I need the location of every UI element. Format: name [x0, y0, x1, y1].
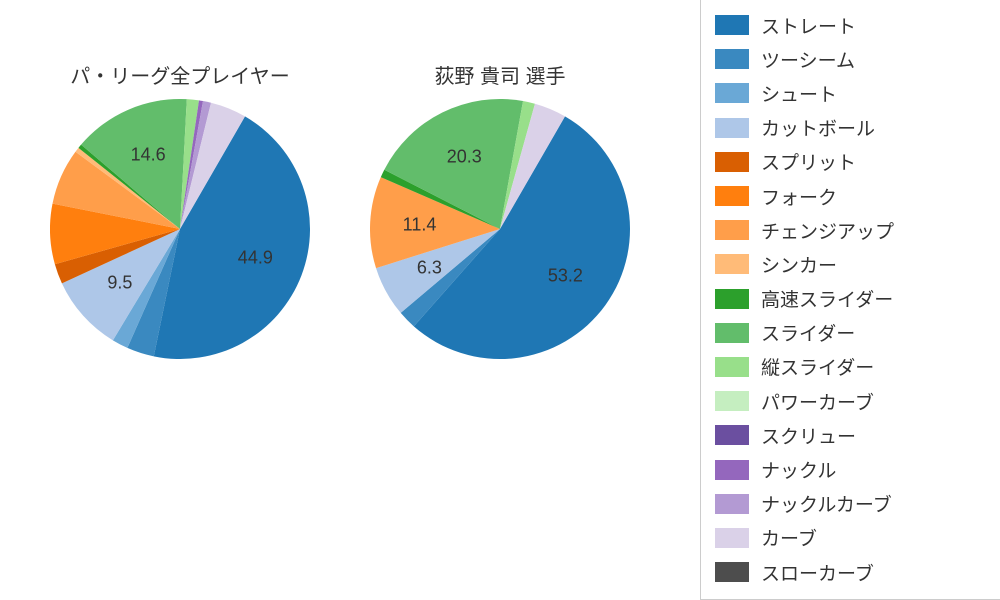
legend-label: 縦スライダー [761, 353, 874, 380]
legend-label: スローカーブ [761, 559, 874, 586]
legend-swatch [715, 460, 749, 480]
legend-label: 高速スライダー [761, 285, 893, 312]
legend-item: ナックル [715, 452, 1000, 486]
legend-swatch [715, 49, 749, 69]
chart-container: パ・リーグ全プレイヤー 44.99.514.6 荻野 貴司 選手 53.26.311.… [0, 0, 1000, 600]
legend-item: ツーシーム [715, 42, 1000, 76]
legend-label: スプリット [761, 148, 856, 175]
legend-swatch [715, 254, 749, 274]
legend-label: フォーク [761, 183, 837, 210]
pie-svg [370, 99, 630, 359]
legend-item: ナックルカーブ [715, 487, 1000, 521]
pie-chart-league: パ・リーグ全プレイヤー 44.99.514.6 [50, 60, 310, 359]
legend-item: スクリュー [715, 418, 1000, 452]
legend-label: ナックル [761, 456, 836, 483]
pie-holder: 53.26.311.420.3 [370, 99, 630, 359]
pie-chart-player: 荻野 貴司 選手 53.26.311.420.3 [370, 60, 630, 359]
legend: ストレートツーシームシュートカットボールスプリットフォークチェンジアップシンカー… [700, 0, 1000, 600]
legend-item: スライダー [715, 316, 1000, 350]
legend-swatch [715, 357, 749, 377]
legend-swatch [715, 323, 749, 343]
legend-label: チェンジアップ [761, 217, 894, 244]
legend-swatch [715, 15, 749, 35]
legend-item: パワーカーブ [715, 384, 1000, 418]
legend-item: スローカーブ [715, 555, 1000, 589]
legend-item: スプリット [715, 145, 1000, 179]
legend-label: シンカー [761, 251, 837, 278]
legend-label: ナックルカーブ [761, 490, 892, 517]
legend-label: スライダー [761, 319, 855, 346]
chart-title: パ・リーグ全プレイヤー [50, 60, 310, 89]
legend-swatch [715, 220, 749, 240]
pie-svg [50, 99, 310, 359]
legend-swatch [715, 494, 749, 514]
legend-swatch [715, 186, 749, 206]
legend-swatch [715, 152, 749, 172]
legend-item: シンカー [715, 247, 1000, 281]
legend-item: シュート [715, 76, 1000, 110]
legend-item: 高速スライダー [715, 282, 1000, 316]
legend-item: カーブ [715, 521, 1000, 555]
legend-label: パワーカーブ [761, 388, 874, 415]
legend-swatch [715, 562, 749, 582]
legend-label: ストレート [761, 12, 856, 39]
legend-label: カーブ [761, 524, 817, 551]
legend-label: カットボール [761, 114, 875, 141]
legend-item: フォーク [715, 179, 1000, 213]
pie-holder: 44.99.514.6 [50, 99, 310, 359]
legend-item: カットボール [715, 111, 1000, 145]
chart-title: 荻野 貴司 選手 [370, 60, 630, 89]
charts-area: パ・リーグ全プレイヤー 44.99.514.6 荻野 貴司 選手 53.26.311.… [0, 0, 680, 600]
legend-swatch [715, 528, 749, 548]
legend-swatch [715, 289, 749, 309]
legend-label: シュート [761, 80, 837, 107]
legend-label: スクリュー [761, 422, 856, 449]
legend-item: 縦スライダー [715, 350, 1000, 384]
legend-label: ツーシーム [761, 46, 855, 73]
legend-item: チェンジアップ [715, 213, 1000, 247]
legend-item: ストレート [715, 8, 1000, 42]
legend-swatch [715, 83, 749, 103]
legend-swatch [715, 391, 749, 411]
legend-swatch [715, 118, 749, 138]
legend-swatch [715, 425, 749, 445]
